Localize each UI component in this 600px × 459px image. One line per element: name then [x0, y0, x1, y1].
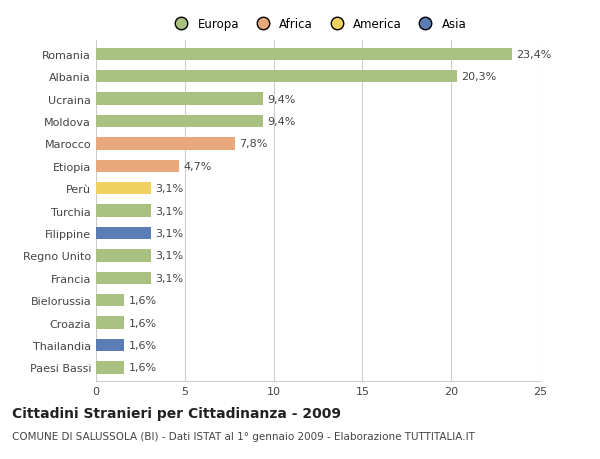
Text: 9,4%: 9,4% [268, 117, 296, 127]
Bar [96, 71, 457, 83]
Text: 9,4%: 9,4% [268, 95, 296, 104]
Text: 1,6%: 1,6% [129, 318, 157, 328]
Bar [96, 138, 235, 150]
Text: 4,7%: 4,7% [184, 162, 212, 172]
Text: 7,8%: 7,8% [239, 139, 268, 149]
Text: 1,6%: 1,6% [129, 296, 157, 306]
Text: COMUNE DI SALUSSOLA (BI) - Dati ISTAT al 1° gennaio 2009 - Elaborazione TUTTITAL: COMUNE DI SALUSSOLA (BI) - Dati ISTAT al… [12, 431, 475, 442]
Text: 3,1%: 3,1% [155, 184, 184, 194]
Text: 1,6%: 1,6% [129, 363, 157, 373]
Bar [96, 93, 263, 106]
Bar [96, 272, 151, 284]
Bar [96, 183, 151, 195]
Text: Cittadini Stranieri per Cittadinanza - 2009: Cittadini Stranieri per Cittadinanza - 2… [12, 406, 341, 420]
Text: 20,3%: 20,3% [461, 72, 496, 82]
Bar [96, 294, 124, 307]
Bar [96, 227, 151, 240]
Text: 23,4%: 23,4% [516, 50, 551, 60]
Text: 3,1%: 3,1% [155, 273, 184, 283]
Bar [96, 116, 263, 128]
Legend: Europa, Africa, America, Asia: Europa, Africa, America, Asia [164, 13, 472, 36]
Bar [96, 250, 151, 262]
Text: 3,1%: 3,1% [155, 229, 184, 239]
Text: 3,1%: 3,1% [155, 206, 184, 216]
Text: 1,6%: 1,6% [129, 340, 157, 350]
Bar [96, 49, 512, 61]
Bar [96, 205, 151, 217]
Bar [96, 361, 124, 374]
Text: 3,1%: 3,1% [155, 251, 184, 261]
Bar [96, 339, 124, 351]
Bar [96, 317, 124, 329]
Bar [96, 160, 179, 173]
